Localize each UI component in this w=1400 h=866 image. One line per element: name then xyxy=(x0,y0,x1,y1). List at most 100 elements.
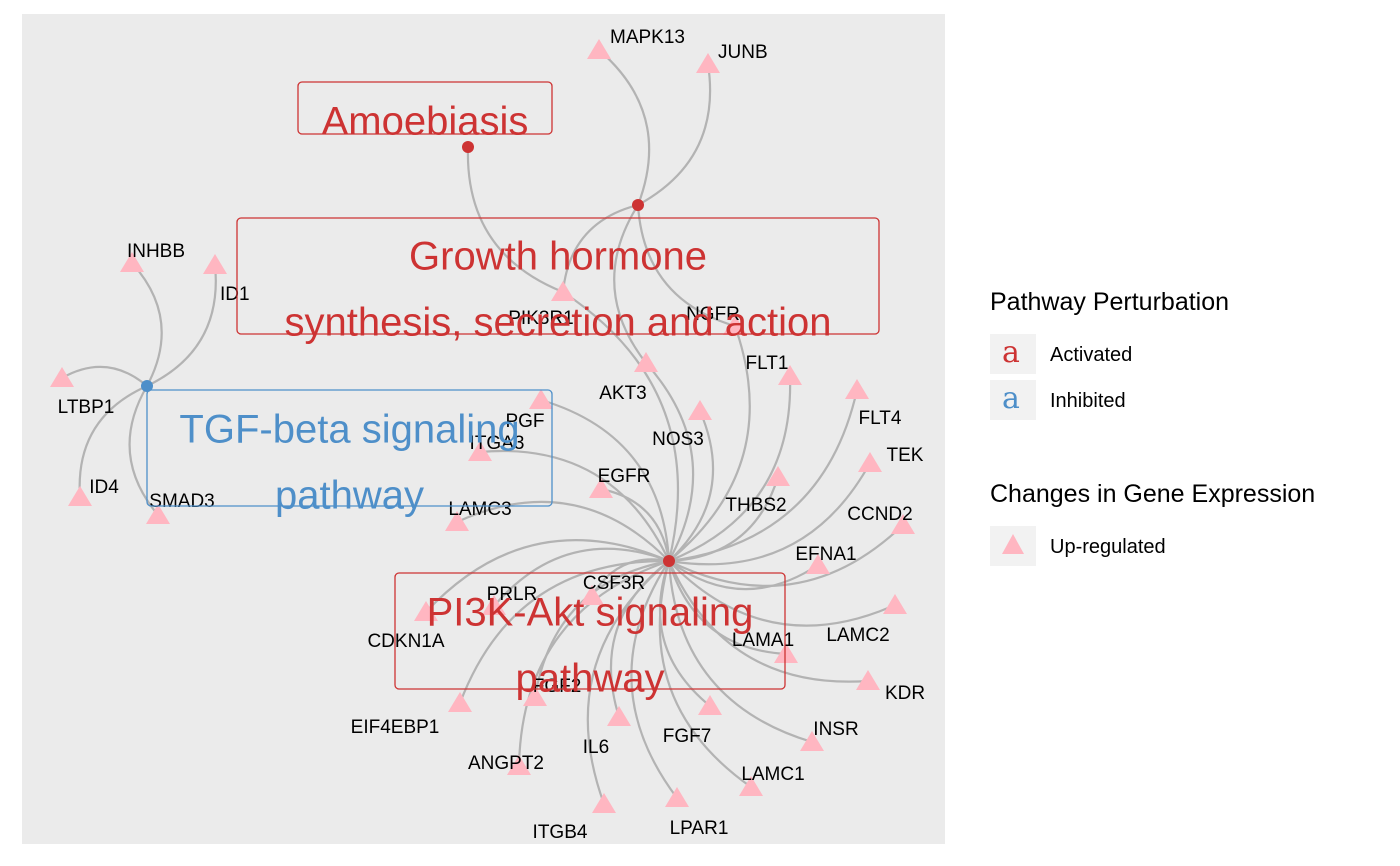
gene-node-fgf7 xyxy=(698,695,722,715)
gene-node-inhbb xyxy=(120,252,144,272)
edge-pi3k-akt-signaling-pathway-lamc1 xyxy=(658,560,752,788)
edge-tgf-beta-signaling-pathway-id4 xyxy=(78,384,148,498)
gene-node-smad3 xyxy=(146,504,170,524)
gene-label-thbs2: THBS2 xyxy=(725,495,786,516)
gene-node-flt4 xyxy=(845,379,869,399)
edge-growth-hormone-synthesis-secretion-and-action-ngfr xyxy=(636,204,736,328)
edge-pi3k-akt-signaling-pathway-pik3r1 xyxy=(562,291,680,562)
edge-pi3k-akt-signaling-pathway-ccnd2 xyxy=(668,524,904,587)
edge-pi3k-akt-signaling-pathway-angpt2 xyxy=(517,559,670,767)
gene-label-ltbp1: LTBP1 xyxy=(58,397,115,418)
edge-tgf-beta-signaling-pathway-ltbp1 xyxy=(61,365,148,387)
gene-node-fgf2 xyxy=(523,686,547,706)
legend-title-gene: Changes in Gene Expression xyxy=(990,480,1316,508)
legend-pathway-perturbation: Pathway Perturbation a Activated a Inhib… xyxy=(990,288,1229,420)
pathway-node-growth-hormone-synthesis-secretion-and-action xyxy=(632,199,644,211)
edge-pi3k-akt-signaling-pathway-eif4ebp1 xyxy=(458,559,670,704)
edge-pi3k-akt-signaling-pathway-kdr xyxy=(667,560,869,683)
gene-node-junb xyxy=(696,53,720,73)
gene-node-angpt2 xyxy=(507,755,531,775)
gene-label-id4: ID4 xyxy=(89,477,119,498)
gene-label-lamc1: LAMC1 xyxy=(741,764,804,785)
pathway-label-pi3k-akt-signaling-pathway-line-1: PI3K-Akt signaling xyxy=(427,591,754,635)
edge-pi3k-akt-signaling-pathway-itga3 xyxy=(479,449,670,562)
edge-pi3k-akt-signaling-pathway-ngfr xyxy=(668,325,751,562)
pathway-label-growth-hormone-synthesis-secretion-and-action-line-2: synthesis, secretion and action xyxy=(285,301,832,345)
gene-node-thbs2 xyxy=(766,466,790,486)
pathway-label-box-tgf-beta-signaling-pathway xyxy=(146,389,553,507)
edge-growth-hormone-synthesis-secretion-and-action-pik3r1 xyxy=(561,203,639,293)
gene-label-lamc2: LAMC2 xyxy=(826,625,889,646)
gene-label-ccnd2: CCND2 xyxy=(847,504,912,525)
gene-label-eif4ebp1: EIF4EBP1 xyxy=(351,717,440,738)
edge-pi3k-akt-signaling-pathway-fgf2 xyxy=(533,559,670,698)
gene-label-csf3r: CSF3R xyxy=(583,573,645,594)
gene-label-itga3: ITGA3 xyxy=(470,433,525,454)
gene-node-itga3 xyxy=(468,441,492,461)
gene-label-tek: TEK xyxy=(887,445,924,466)
edge-pi3k-akt-signaling-pathway-tek xyxy=(668,462,871,566)
edge-pi3k-akt-signaling-pathway-akt3 xyxy=(645,362,695,562)
gene-node-nos3 xyxy=(688,400,712,420)
edge-amoebiasis-pik3r1 xyxy=(466,146,564,294)
gene-node-id4 xyxy=(68,486,92,506)
edge-pi3k-akt-signaling-pathway-lamc3 xyxy=(456,500,670,562)
legend-item-upregulated: Up-regulated xyxy=(990,526,1400,566)
edge-tgf-beta-signaling-pathway-inhbb xyxy=(131,262,163,387)
legend-key-activated: a xyxy=(990,334,1036,374)
legend-glyph-activated: a xyxy=(1002,335,1020,370)
edge-pi3k-akt-signaling-pathway-flt1 xyxy=(668,375,792,563)
gene-label-fgf7: FGF7 xyxy=(663,726,712,747)
gene-label-junb: JUNB xyxy=(718,42,768,63)
gene-node-akt3 xyxy=(634,352,658,372)
gene-label-inhbb: INHBB xyxy=(127,241,185,262)
gene-node-lama1 xyxy=(774,643,798,663)
gene-node-id1 xyxy=(203,254,227,274)
gene-label-cdkn1a: CDKN1A xyxy=(367,631,444,652)
edge-pi3k-akt-signaling-pathway-thbs2 xyxy=(668,476,780,563)
gene-label-lama1: LAMA1 xyxy=(732,630,794,651)
edge-pi3k-akt-signaling-pathway-csf3r xyxy=(591,558,670,597)
pathway-node-amoebiasis xyxy=(462,141,474,153)
edge-pi3k-akt-signaling-pathway-egfr xyxy=(600,487,671,562)
gene-node-mapk13 xyxy=(587,39,611,59)
gene-node-pgf xyxy=(529,389,553,409)
edge-pi3k-akt-signaling-pathway-insr xyxy=(667,560,813,744)
pathway-node-tgf-beta-signaling-pathway xyxy=(141,380,153,392)
gene-label-angpt2: ANGPT2 xyxy=(468,753,544,774)
gene-label-id1: ID1 xyxy=(220,284,250,305)
gene-node-eif4ebp1 xyxy=(448,692,472,712)
node-layer xyxy=(50,39,915,813)
edge-growth-hormone-synthesis-secretion-and-action-junb xyxy=(637,63,712,206)
gene-label-insr: INSR xyxy=(813,719,858,740)
gene-node-efna1 xyxy=(806,554,830,574)
legend-label-inhibited: Inhibited xyxy=(1050,390,1126,412)
gene-node-lpar1 xyxy=(665,787,689,807)
gene-node-itgb4 xyxy=(592,793,616,813)
pathway-label-tgf-beta-signaling-pathway-line-1: TGF-beta signaling xyxy=(179,408,519,452)
gene-node-pik3r1 xyxy=(551,281,575,301)
edge-pi3k-akt-signaling-pathway-cdkn1a xyxy=(425,539,670,613)
gene-label-lamc3: LAMC3 xyxy=(448,499,511,520)
legend-glyph-inhibited: a xyxy=(1002,381,1020,416)
gene-node-ngfr xyxy=(723,315,747,335)
pathway-label-growth-hormone-synthesis-secretion-and-action-line-1: Growth hormone xyxy=(409,235,707,279)
gene-label-akt3: AKT3 xyxy=(599,383,647,404)
edge-pi3k-akt-signaling-pathway-prlr xyxy=(493,547,670,607)
gene-node-lamc3 xyxy=(445,511,469,531)
gene-label-nos3: NOS3 xyxy=(652,429,704,450)
gene-label-mapk13: MAPK13 xyxy=(610,27,685,48)
label-layer: MAPK13 JUNB INHBB ID1 PIK3R1 NGFR LTBP1 AKT3 FLT… xyxy=(58,27,925,843)
gene-node-il6 xyxy=(607,706,631,726)
gene-node-lamc1 xyxy=(739,776,763,796)
legend-item-activated: a Activated xyxy=(990,334,1400,374)
edge-growth-hormone-synthesis-secretion-and-action-mapk13 xyxy=(598,49,651,206)
gene-label-kdr: KDR xyxy=(885,683,925,704)
gene-node-cdkn1a xyxy=(414,601,438,621)
gene-label-egfr: EGFR xyxy=(598,466,651,487)
pathway-label-box-growth-hormone-synthesis-secretion-and-action xyxy=(236,217,880,335)
gene-label-itgb4: ITGB4 xyxy=(533,822,588,843)
legend-item-inhibited: a Inhibited xyxy=(990,380,1400,420)
pathway-label-pi3k-akt-signaling-pathway-line-2: pathway xyxy=(516,657,665,701)
